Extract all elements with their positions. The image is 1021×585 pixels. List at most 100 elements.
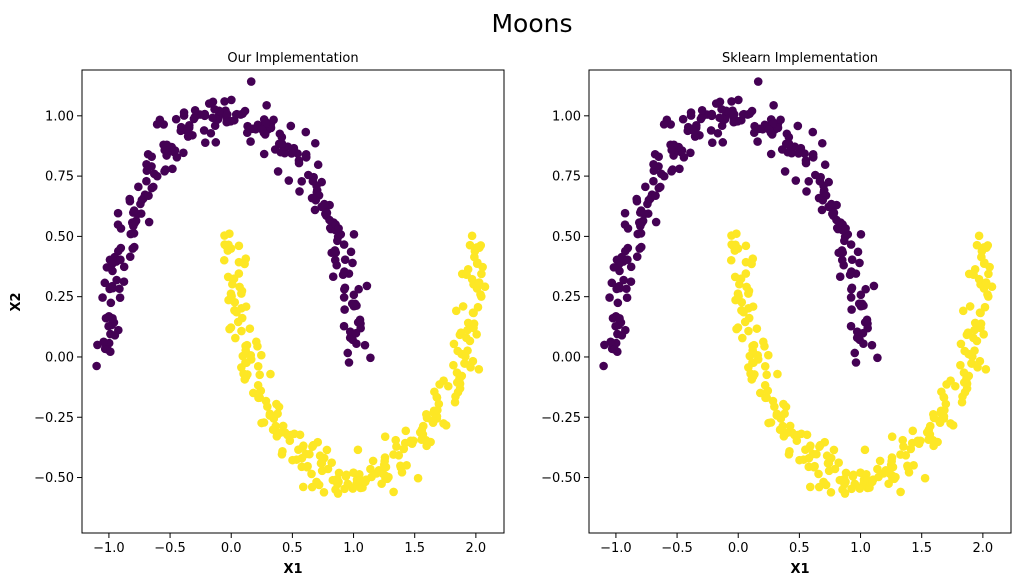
scatter-point-class-1 — [298, 443, 307, 452]
scatter-point-class-0 — [160, 167, 169, 176]
scatter-point-class-0 — [686, 108, 696, 117]
scatter-point-class-0 — [330, 255, 340, 265]
scatter-point-class-1 — [805, 482, 815, 492]
scatter-point-class-0 — [129, 206, 139, 215]
scatter-point-class-1 — [340, 484, 349, 494]
scatter-point-class-0 — [92, 361, 101, 371]
scatter-point-class-1 — [374, 465, 384, 475]
scatter-point-class-1 — [460, 359, 469, 368]
scatter-point-class-1 — [963, 328, 973, 337]
scatter-point-class-0 — [246, 77, 256, 86]
scatter-point-class-1 — [940, 405, 949, 415]
scatter-point-class-1 — [295, 430, 305, 440]
scatter-point-class-0 — [651, 191, 660, 200]
scatter-point-class-0 — [345, 333, 355, 343]
scatter-point-class-0 — [845, 270, 855, 280]
scatter-point-class-0 — [310, 138, 320, 148]
scatter-point-class-1 — [920, 473, 930, 483]
y-tick-label: 0.50 — [552, 230, 581, 245]
scatter-point-class-0 — [626, 262, 636, 272]
scatter-point-class-0 — [108, 283, 118, 293]
scatter-point-class-1 — [950, 381, 960, 391]
scatter-point-class-1 — [732, 324, 741, 334]
scatter-point-class-0 — [853, 247, 863, 257]
scatter-point-class-0 — [632, 252, 642, 262]
scatter-point-class-1 — [737, 306, 746, 315]
scatter-point-class-0 — [817, 138, 827, 148]
x-axis-label: X1 — [790, 562, 809, 577]
scatter-point-class-0 — [696, 114, 706, 124]
scatter-point-class-0 — [861, 284, 870, 294]
scatter-point-class-1 — [268, 425, 278, 435]
y-tick-label: 1.00 — [45, 109, 74, 124]
scatter-point-class-0 — [142, 160, 151, 169]
scatter-point-class-1 — [234, 241, 244, 251]
scatter-point-class-0 — [626, 277, 636, 286]
scatter-point-class-1 — [967, 359, 976, 368]
scatter-point-class-0 — [144, 217, 154, 227]
scatter-point-class-1 — [422, 410, 431, 419]
scatter-point-class-0 — [112, 275, 121, 285]
scatter-point-class-1 — [764, 350, 773, 360]
scatter-point-class-0 — [325, 215, 334, 225]
scatter-point-class-0 — [200, 138, 210, 147]
scatter-point-class-0 — [623, 224, 633, 233]
scatter-point-class-0 — [343, 348, 353, 358]
scatter-point-class-0 — [817, 205, 827, 215]
scatter-point-class-1 — [380, 432, 390, 441]
x-tick-label: −1.0 — [93, 541, 125, 556]
scatter-point-class-0 — [362, 281, 372, 291]
scatter-point-class-1 — [956, 339, 966, 349]
scatter-point-class-0 — [106, 298, 116, 308]
scatter-point-class-0 — [222, 110, 232, 119]
scatter-point-class-1 — [233, 317, 243, 327]
scatter-point-class-0 — [846, 321, 856, 331]
scatter-point-class-0 — [199, 126, 209, 135]
y-tick-label: −0.25 — [541, 411, 581, 426]
scatter-point-class-0 — [293, 149, 302, 158]
scatter-point-class-1 — [443, 381, 453, 391]
scatter-point-class-1 — [353, 445, 363, 455]
chart-our-implementation: Our Implementation −1.0 −0.5 0.0 0.5 1.0 1.5 2… — [9, 51, 505, 577]
scatter-point-class-1 — [413, 473, 423, 483]
scatter-point-class-0 — [615, 283, 625, 293]
y-axis: −0.50 −0.25 0.00 0.25 0.50 0.75 1.00 — [34, 109, 82, 486]
scatter-point-class-0 — [182, 126, 192, 136]
scatter-point-class-0 — [125, 194, 134, 204]
y-tick-label: 0.75 — [552, 170, 581, 185]
scatter-point-class-0 — [713, 128, 723, 138]
scatter-point-class-0 — [623, 255, 632, 265]
scatter-point-class-1 — [752, 324, 762, 333]
x-axis: −1.0 −0.5 0.0 0.5 1.0 1.5 2.0 — [93, 533, 486, 556]
scatter-point-class-0 — [301, 127, 311, 137]
scatter-point-class-1 — [253, 361, 263, 371]
scatter-point-class-0 — [780, 167, 790, 176]
scatter-point-class-0 — [349, 230, 359, 239]
y-tick-label: 0.50 — [45, 230, 74, 245]
scatter-point-class-0 — [841, 224, 850, 233]
scatter-point-class-1 — [298, 482, 308, 492]
scatter-point-class-1 — [901, 451, 911, 460]
scatter-point-class-1 — [451, 306, 461, 316]
scatter-point-class-1 — [474, 365, 484, 374]
scatter-point-class-1 — [463, 318, 473, 328]
scatter-point-class-0 — [667, 167, 676, 176]
scatter-point-class-0 — [651, 217, 661, 227]
scatter-point-class-1 — [826, 488, 836, 497]
scatter-point-class-1 — [361, 477, 370, 487]
scatter-point-class-0 — [613, 347, 622, 356]
scatter-point-class-1 — [956, 360, 965, 370]
scatter-point-class-1 — [973, 363, 982, 372]
scatter-point-class-1 — [913, 436, 923, 446]
scatter-point-class-1 — [227, 291, 236, 301]
scatter-point-class-1 — [981, 278, 991, 287]
scatter-point-class-1 — [240, 375, 250, 384]
scatter-point-class-1 — [942, 380, 951, 389]
scatter-point-class-1 — [968, 352, 977, 361]
scatter-point-class-1 — [245, 324, 255, 333]
scatter-point-class-0 — [108, 314, 117, 323]
scatter-point-class-1 — [389, 487, 398, 497]
scatter-point-class-0 — [102, 263, 112, 272]
y-tick-label: 0.00 — [552, 350, 581, 365]
